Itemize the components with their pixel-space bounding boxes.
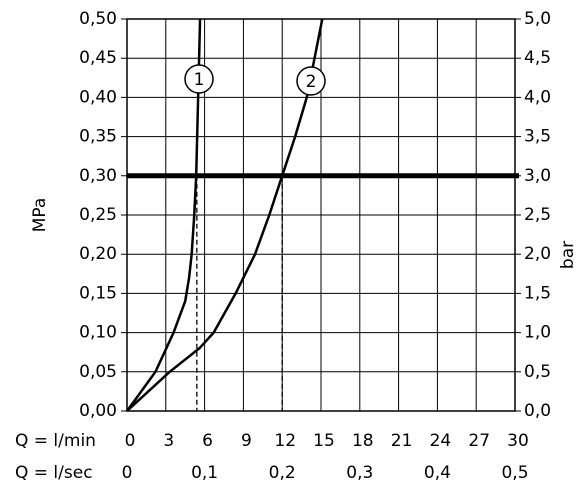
x-axis-label: Q = l/min <box>15 431 96 451</box>
y-tick-label: 0,20 <box>79 244 117 264</box>
curve-label-circle <box>184 64 214 94</box>
curve-label-circle <box>296 66 326 96</box>
x-tick-label: 18 <box>352 431 374 451</box>
y-tick-label: 0,45 <box>79 48 117 68</box>
curve <box>125 18 202 412</box>
x2-tick-label: 0 <box>122 463 133 483</box>
x-tick-label: 24 <box>430 431 452 451</box>
x-tick-label: 6 <box>202 431 213 451</box>
y2-tick-label: 3,5 <box>524 127 551 147</box>
y2-tick-label: 2,0 <box>524 244 551 264</box>
x-tick-label: 0 <box>125 431 136 451</box>
y-tick-label: 0,40 <box>79 87 117 107</box>
y-tick-label: 0,30 <box>79 166 117 186</box>
x2-tick-label: 0,4 <box>424 463 451 483</box>
y2-tick-label: 1,0 <box>524 323 551 343</box>
x-tick-label: 15 <box>313 431 335 451</box>
curve-label: 2 <box>306 72 317 92</box>
y-tick-label: 0,05 <box>79 362 117 382</box>
x-tick-label: 27 <box>468 431 490 451</box>
y-tick-label: 0,10 <box>79 323 117 343</box>
plot-frame <box>126 18 516 412</box>
x2-axis-label: Q = l/sec <box>15 463 93 483</box>
y-tick-label: 0,00 <box>79 401 117 421</box>
x-tick-label: 12 <box>274 431 296 451</box>
x2-tick-label: 0,1 <box>191 463 218 483</box>
y2-tick-label: 1,5 <box>524 283 551 303</box>
y2-tick-label: 0,5 <box>524 362 551 382</box>
y-tick-label: 0,25 <box>79 205 117 225</box>
y-tick-label: 0,50 <box>79 9 117 29</box>
y2-tick-label: 4,0 <box>524 87 551 107</box>
y2-tick-label: 4,5 <box>524 48 551 68</box>
curve-label: 1 <box>194 70 205 90</box>
x-tick-label: 3 <box>163 431 174 451</box>
y2-axis-label: bar <box>558 241 578 269</box>
x2-tick-label: 0,2 <box>269 463 296 483</box>
y-tick-label: 0,35 <box>79 127 117 147</box>
y-tick-label: 0,15 <box>79 283 117 303</box>
y2-tick-label: 3,0 <box>524 166 551 186</box>
y2-tick-label: 0,0 <box>524 401 551 421</box>
x-tick-label: 30 <box>507 431 529 451</box>
y2-tick-label: 2,5 <box>524 205 551 225</box>
y2-tick-label: 5,0 <box>524 9 551 29</box>
y-axis-label: MPa <box>30 198 50 233</box>
x2-tick-label: 0,5 <box>501 463 528 483</box>
x2-tick-label: 0,3 <box>346 463 373 483</box>
x-tick-label: 9 <box>241 431 252 451</box>
x-tick-label: 21 <box>391 431 413 451</box>
